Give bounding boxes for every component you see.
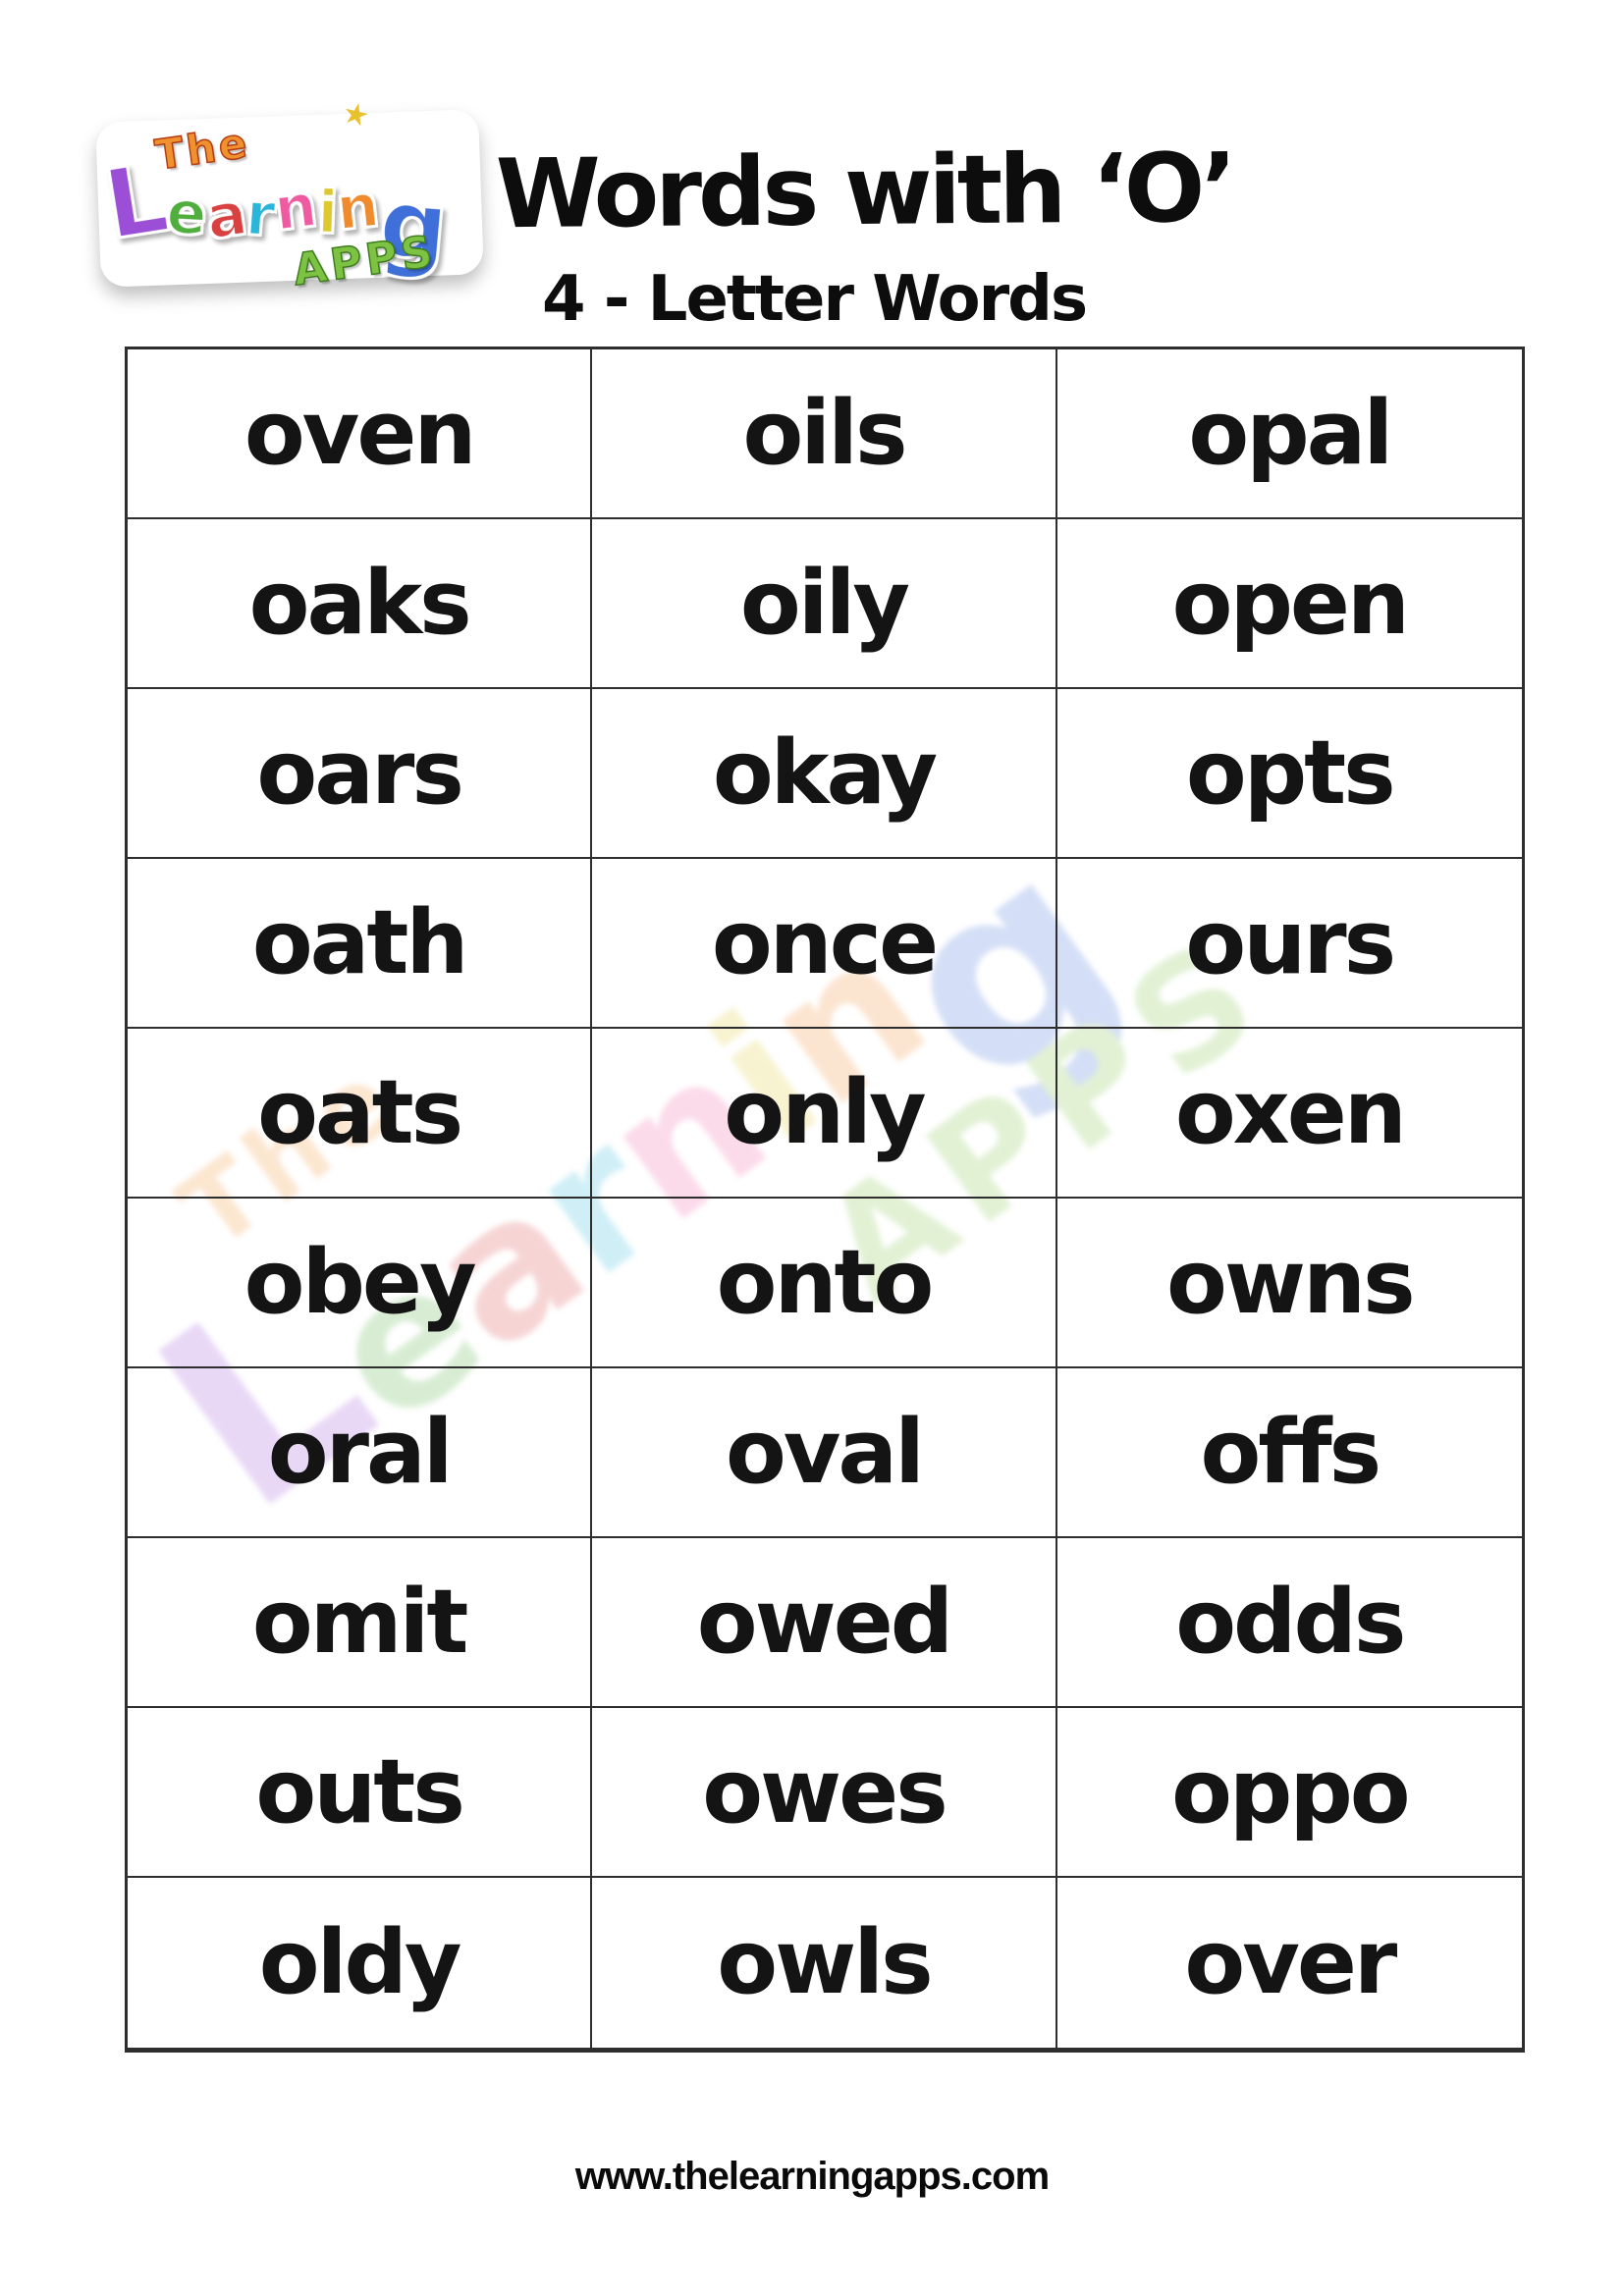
word-cell: oval	[592, 1368, 1057, 1538]
star-icon: ★	[339, 95, 373, 135]
word-cell: over	[1184, 1911, 1397, 2014]
word-cell: oils	[592, 349, 1057, 519]
word-cell: opal	[1056, 349, 1522, 519]
word-cell: oppo	[1056, 1708, 1522, 1878]
word-cell: ours	[1056, 859, 1522, 1029]
word-cell: oars	[128, 689, 593, 859]
word-cell: owls	[592, 1878, 1057, 2048]
page-title: Words with ‘O’	[495, 132, 1234, 250]
word-cell: owes	[592, 1708, 1057, 1878]
word-cell: only	[592, 1029, 1057, 1199]
word-cell: outs	[128, 1708, 593, 1878]
word-cell: obey	[128, 1199, 593, 1368]
word-cell: open	[1056, 519, 1522, 689]
word-cell: omit	[128, 1538, 593, 1708]
logo-letter: e	[164, 178, 209, 250]
word-cell: owns	[1056, 1199, 1522, 1368]
word-cell: oldy	[128, 1878, 593, 2048]
logo-letter: a	[201, 179, 252, 254]
word-cell: owed	[592, 1538, 1057, 1708]
word-cell: okay	[592, 689, 1057, 859]
word-cell: oily	[592, 519, 1057, 689]
page-subtitle: 4 - Letter Words	[542, 263, 1088, 336]
word-cell: opts	[1056, 689, 1522, 859]
word-grid: oven oils opal oaks oily open oars okay …	[125, 347, 1525, 2053]
word-cell: oven	[128, 349, 593, 519]
learning-apps-logo: The L e a r n i n g ★ APPS	[95, 95, 484, 296]
logo-letter: n	[270, 170, 322, 245]
word-cell: oral	[128, 1368, 593, 1538]
logo-letter: n	[333, 171, 384, 245]
word-cell: odds	[1056, 1538, 1522, 1708]
footer-url: www.thelearningapps.com	[574, 2155, 1050, 2198]
word-cell: oath	[128, 859, 593, 1029]
word-cell: oaks	[128, 519, 593, 689]
word-cell: oats	[128, 1029, 593, 1199]
word-cell: oxen	[1056, 1029, 1522, 1199]
logo-letter: L	[97, 141, 176, 261]
word-cell: once	[592, 859, 1057, 1029]
word-cell: onto	[592, 1199, 1057, 1368]
word-cell: offs	[1056, 1368, 1522, 1538]
